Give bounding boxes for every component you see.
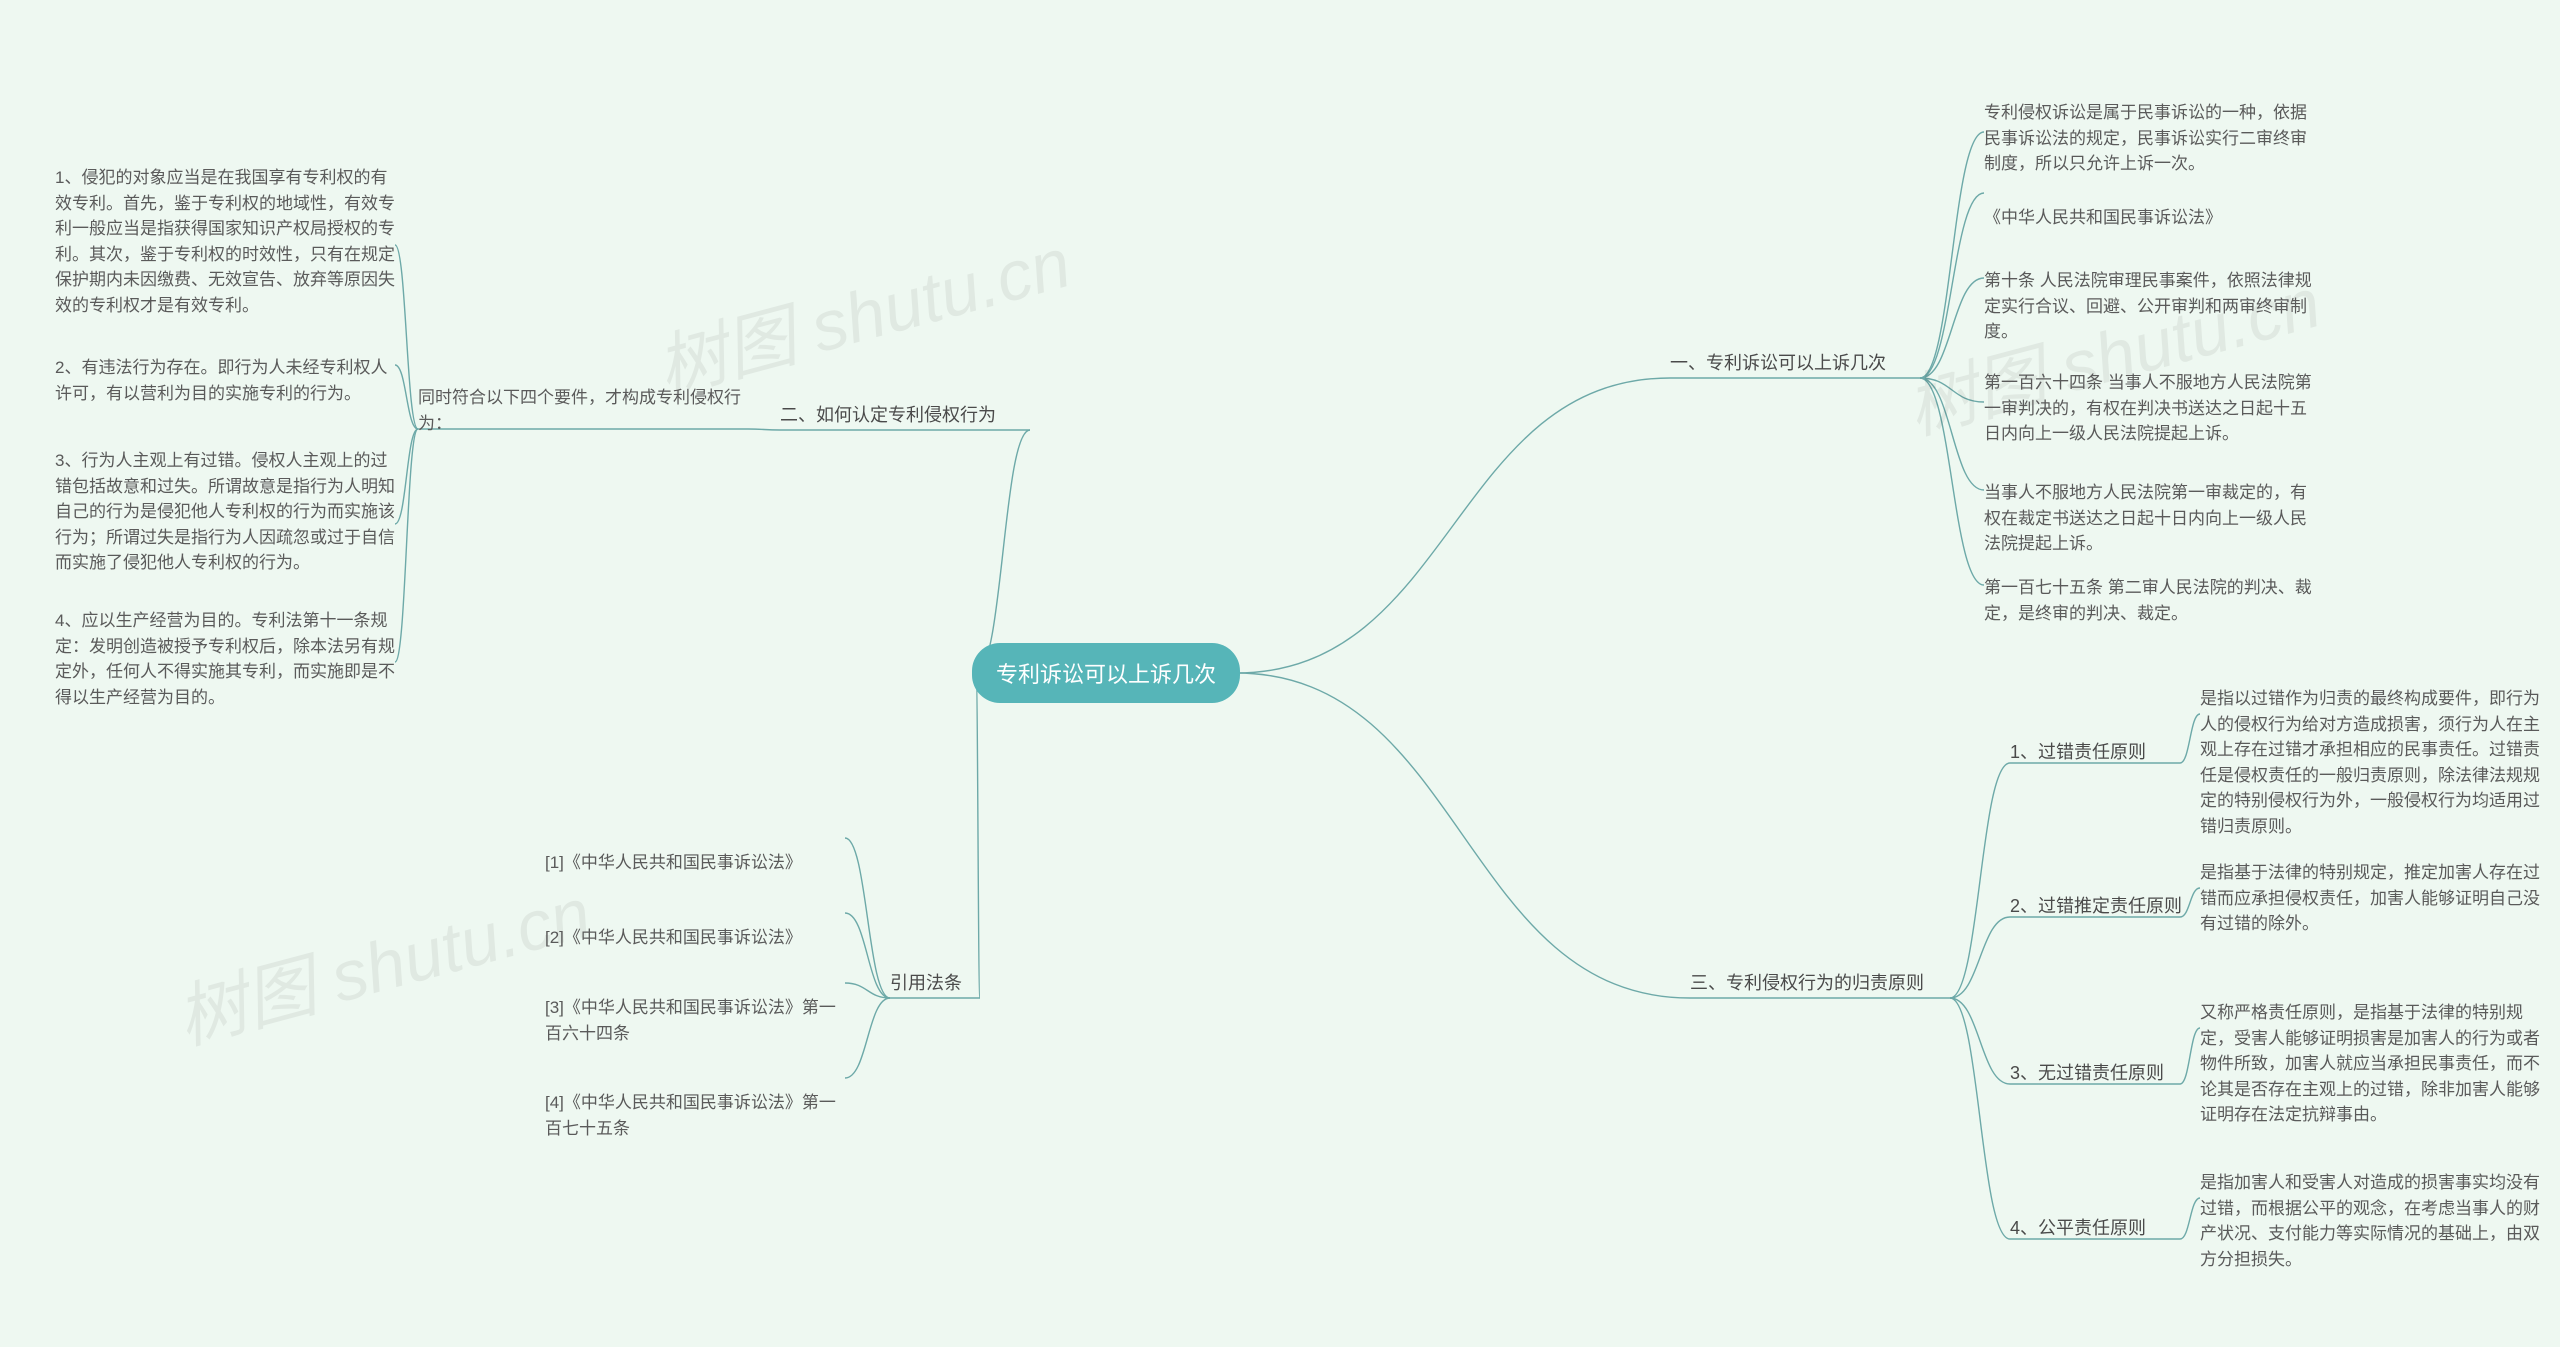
mindmap-node[interactable]: 引用法条 [890, 970, 980, 998]
mindmap-node[interactable]: 一、专利诉讼可以上诉几次 [1670, 350, 1920, 378]
mindmap-node[interactable]: 2、过错推定责任原则 [2010, 893, 2190, 921]
mindmap-node[interactable]: 当事人不服地方人民法院第一审裁定的，有权在裁定书送达之日起十日内向上一级人民法院… [1984, 480, 2314, 557]
mindmap-node[interactable]: 二、如何认定专利侵权行为 [780, 402, 1030, 430]
mindmap-node[interactable]: 1、侵犯的对象应当是在我国享有专利权的有效专利。首先，鉴于专利权的地域性，有效专… [55, 165, 395, 318]
mindmap-node[interactable]: 同时符合以下四个要件，才构成专利侵权行为： [418, 385, 748, 436]
mindmap-node[interactable]: 《中华人民共和国民事诉讼法》 [1984, 205, 2314, 231]
mindmap-node[interactable]: [1]《中华人民共和国民事诉讼法》 [545, 850, 845, 876]
root-node[interactable]: 专利诉讼可以上诉几次 [972, 643, 1240, 703]
mindmap-node[interactable]: 三、专利侵权行为的归责原则 [1690, 970, 1950, 998]
mindmap-node[interactable]: 3、无过错责任原则 [2010, 1060, 2190, 1088]
mindmap-node[interactable]: 是指以过错作为归责的最终构成要件，即行为人的侵权行为给对方造成损害，须行为人在主… [2200, 686, 2540, 839]
mindmap-node[interactable]: [2]《中华人民共和国民事诉讼法》 [545, 925, 845, 951]
mindmap-node[interactable]: 第一百六十四条 当事人不服地方人民法院第一审判决的，有权在判决书送达之日起十五日… [1984, 370, 2314, 447]
mindmap-node[interactable]: 2、有违法行为存在。即行为人未经专利权人许可，有以营利为目的实施专利的行为。 [55, 355, 395, 406]
mindmap-node[interactable]: 第一百七十五条 第二审人民法院的判决、裁定，是终审的判决、裁定。 [1984, 575, 2314, 626]
mindmap-node[interactable]: 又称严格责任原则，是指基于法律的特别规定，受害人能够证明损害是加害人的行为或者物… [2200, 1000, 2540, 1128]
mindmap-node[interactable]: 3、行为人主观上有过错。侵权人主观上的过错包括故意和过失。所谓故意是指行为人明知… [55, 448, 395, 576]
mindmap-node[interactable]: [4]《中华人民共和国民事诉讼法》第一百七十五条 [545, 1090, 845, 1141]
mindmap-node[interactable]: 是指基于法律的特别规定，推定加害人存在过错而应承担侵权责任，加害人能够证明自己没… [2200, 860, 2540, 937]
mindmap-node[interactable]: 1、过错责任原则 [2010, 739, 2190, 767]
mindmap-node[interactable]: 4、公平责任原则 [2010, 1215, 2190, 1243]
mindmap-node[interactable]: 专利侵权诉讼是属于民事诉讼的一种，依据民事诉讼法的规定，民事诉讼实行二审终审制度… [1984, 100, 2314, 177]
mindmap-node[interactable]: 是指加害人和受害人对造成的损害事实均没有过错，而根据公平的观念，在考虑当事人的财… [2200, 1170, 2540, 1272]
mindmap-node[interactable]: 4、应以生产经营为目的。专利法第十一条规定：发明创造被授予专利权后，除本法另有规… [55, 608, 395, 710]
mindmap-node[interactable]: [3]《中华人民共和国民事诉讼法》第一百六十四条 [545, 995, 845, 1046]
mindmap-node[interactable]: 第十条 人民法院审理民事案件，依照法律规定实行合议、回避、公开审判和两审终审制度… [1984, 268, 2314, 345]
